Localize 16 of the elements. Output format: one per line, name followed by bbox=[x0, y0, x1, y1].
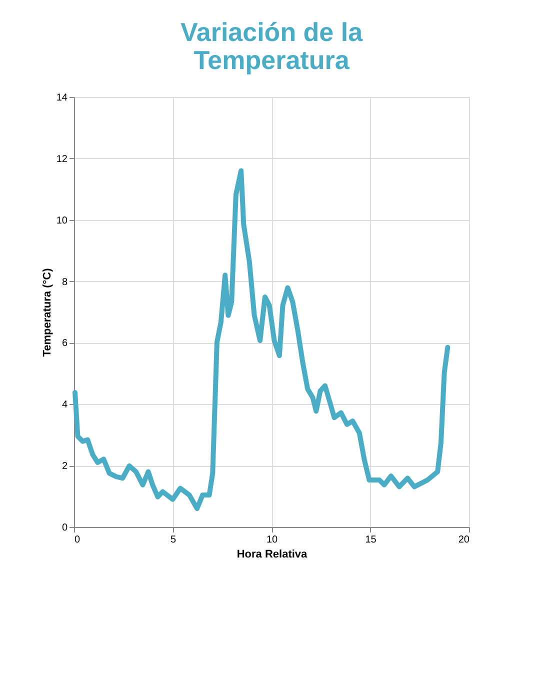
x-axis-title: Hora Relativa bbox=[236, 548, 308, 560]
x-tick-label: 15 bbox=[365, 534, 377, 546]
y-tick-label: 8 bbox=[62, 276, 68, 288]
y-tick-label: 10 bbox=[56, 215, 68, 226]
x-tick-label: 10 bbox=[266, 534, 278, 546]
y-tick-label: 6 bbox=[62, 338, 68, 350]
y-tick-label: 12 bbox=[56, 154, 68, 165]
y-tick-label: 2 bbox=[62, 461, 68, 472]
y-tick-label: 0 bbox=[62, 522, 68, 534]
y-tick-label: 4 bbox=[62, 400, 68, 411]
x-tick-label: 5 bbox=[170, 534, 176, 546]
x-tick-label: 0 bbox=[74, 534, 80, 546]
chart-title: Variación de la Temperatura bbox=[180, 17, 364, 75]
x-tick-label: 20 bbox=[458, 534, 470, 546]
y-tick-label: 14 bbox=[56, 92, 68, 104]
y-axis-title: Temperatura (°C) bbox=[41, 268, 54, 357]
